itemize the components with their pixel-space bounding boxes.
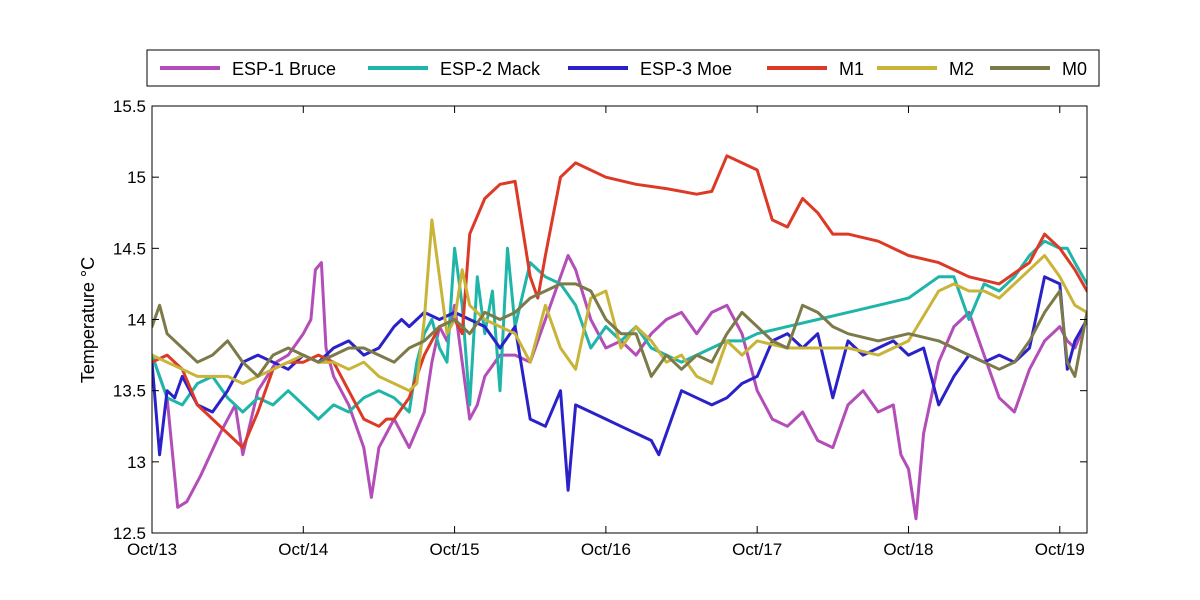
x-tick-label: Oct/13 bbox=[127, 540, 177, 559]
legend-label-esp-1-bruce: ESP-1 Bruce bbox=[232, 59, 336, 79]
y-tick-label: 12.5 bbox=[113, 524, 146, 543]
series-line-esp-2-mack bbox=[152, 239, 1087, 421]
series-line-esp-1-bruce bbox=[152, 254, 1087, 521]
x-tick-label: Oct/14 bbox=[278, 540, 328, 559]
x-tick-label: Oct/16 bbox=[581, 540, 631, 559]
y-tick-label: 15.5 bbox=[113, 97, 146, 116]
legend-label-m1: M1 bbox=[839, 59, 864, 79]
y-tick-label: 15 bbox=[127, 168, 146, 187]
y-tick-label: 13 bbox=[127, 453, 146, 472]
series-line-esp-3-moe bbox=[152, 275, 1087, 492]
legend-label-esp-3-moe: ESP-3 Moe bbox=[640, 59, 732, 79]
x-tick-label: Oct/18 bbox=[883, 540, 933, 559]
plot-frame bbox=[151, 105, 1088, 534]
y-axis-label: Temperature °C bbox=[78, 257, 98, 383]
x-tick-label: Oct/19 bbox=[1035, 540, 1085, 559]
series-line-m0 bbox=[152, 282, 1087, 378]
y-tick-label: 13.5 bbox=[113, 382, 146, 401]
legend: ESP-1 Bruce ESP-2 Mack ESP-3 Moe M1 M2 M0 bbox=[146, 49, 1100, 87]
legend-label-m0: M0 bbox=[1062, 59, 1087, 79]
legend-label-m2: M2 bbox=[949, 59, 974, 79]
y-tick-label: 14.5 bbox=[113, 239, 146, 258]
legend-label-esp-2-mack: ESP-2 Mack bbox=[440, 59, 541, 79]
x-tick-label: Oct/15 bbox=[430, 540, 480, 559]
series-line-m1 bbox=[152, 154, 1087, 450]
y-tick-label: 14 bbox=[127, 311, 146, 330]
x-tick-label: Oct/17 bbox=[732, 540, 782, 559]
